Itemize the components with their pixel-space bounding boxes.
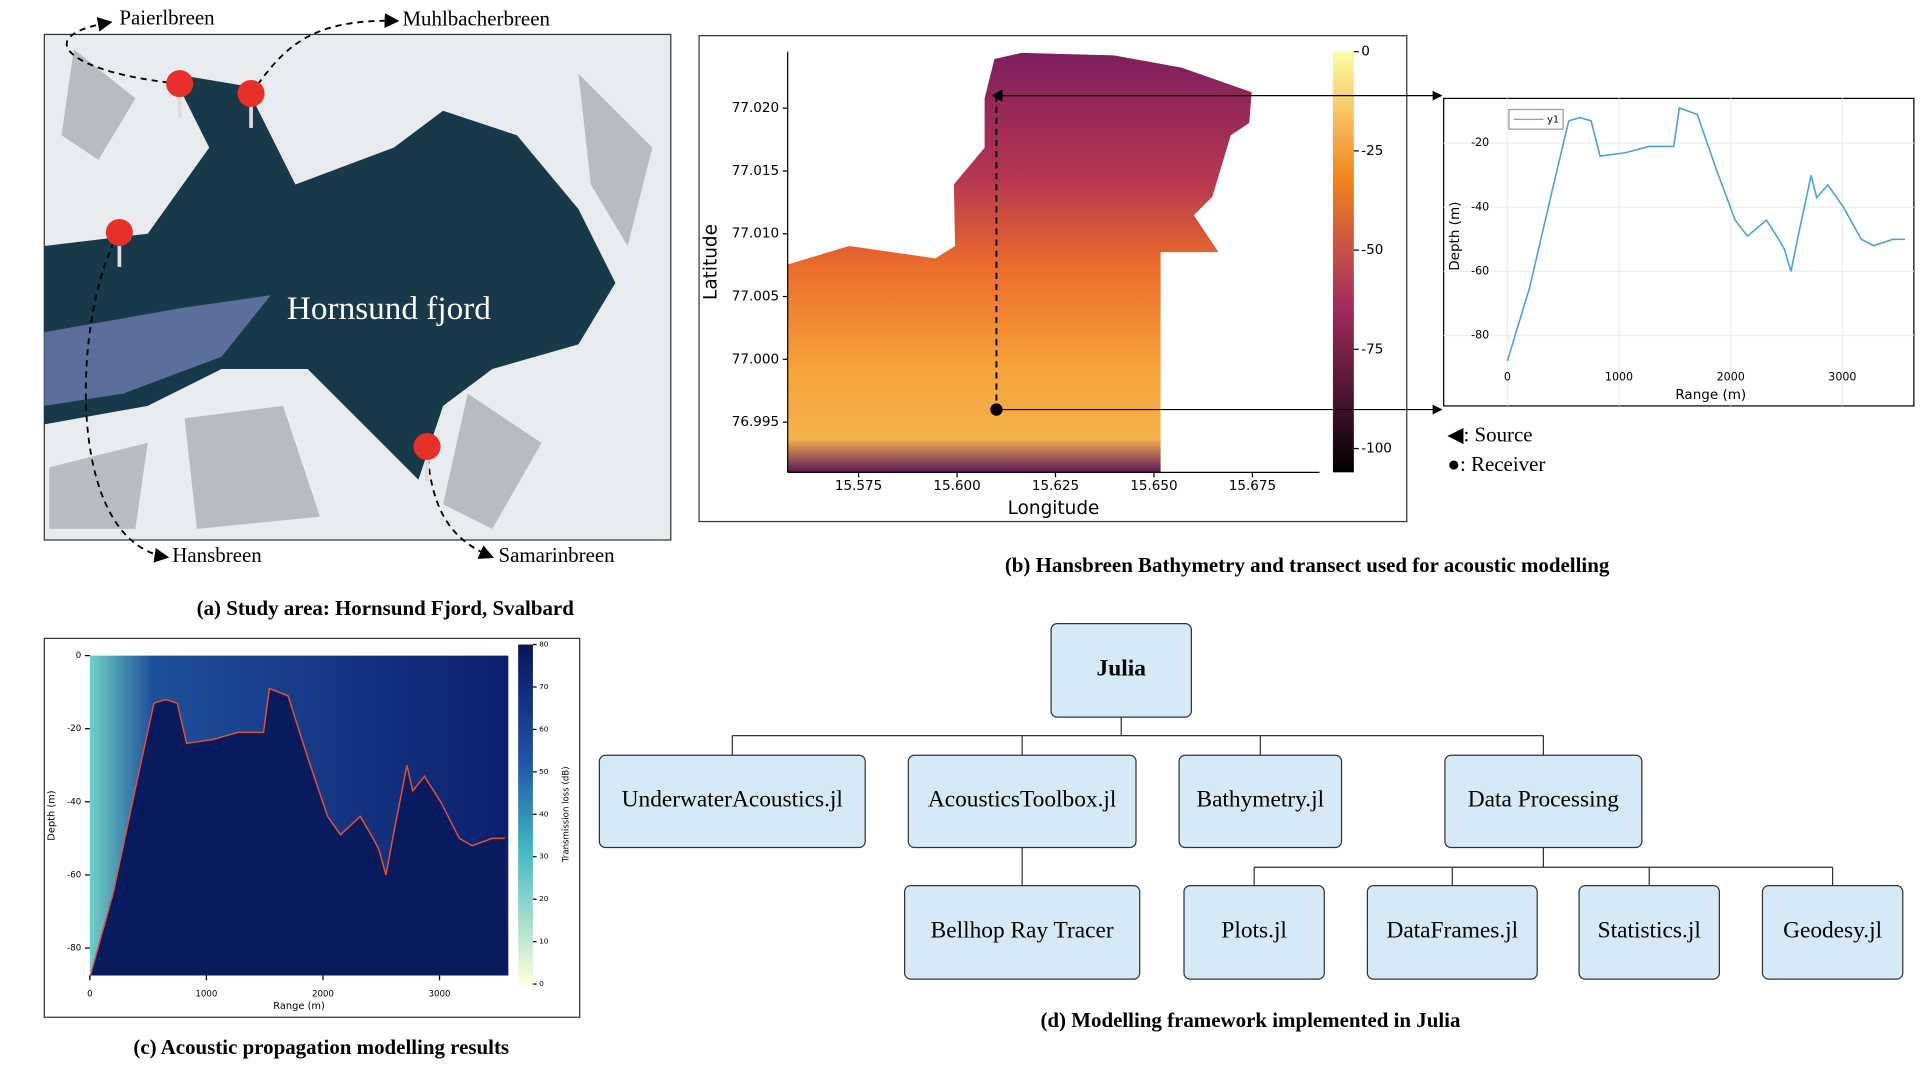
node-label: Geodesy.jl [1783, 918, 1883, 944]
colorbar-tick-label: -50 [1361, 242, 1383, 258]
y-tick-label: -80 [67, 944, 81, 954]
fjord-label: Hornsund fjord [287, 290, 491, 327]
x-tick-label: 1000 [195, 989, 217, 999]
y-tick-label: -60 [1471, 264, 1489, 277]
y-tick-label: -20 [67, 724, 81, 734]
colorbar-tick-label: 40 [539, 809, 549, 818]
node-label: AcousticsToolbox.jl [928, 787, 1117, 813]
leader-arrow [65, 17, 180, 85]
y-axis-label: Latitude [700, 224, 721, 300]
colorbar-tick-label: 10 [539, 937, 549, 946]
colorbar-tick-label: 0 [539, 979, 544, 988]
marker-legend: ●: Receiver [1447, 452, 1545, 476]
y-tick-label: -60 [67, 870, 81, 880]
framework-diagram: Julia UnderwaterAcoustics.jl AcousticsTool… [598, 623, 1904, 1032]
x-tick-label: 15.600 [933, 478, 980, 494]
node-box [1578, 885, 1720, 980]
node-label: DataFrames.jl [1386, 918, 1518, 944]
caption: (d) Modelling framework implemented in J… [1040, 1008, 1461, 1032]
glacier-label: Paierlbreen [119, 5, 215, 29]
node-label: Statistics.jl [1598, 918, 1702, 944]
y-tick-label: 77.010 [732, 226, 779, 242]
pin [237, 79, 265, 108]
glacier-label: Muhlbacherbreen [402, 7, 550, 31]
caption: (c) Acoustic propagation modelling resul… [133, 1035, 509, 1059]
x-axis-label: Range (m) [273, 1001, 325, 1012]
y-tick-label: 77.005 [732, 289, 779, 305]
node-box [1761, 885, 1904, 980]
y-tick-label: 77.015 [732, 163, 779, 179]
caption: (a) Study area: Hornsund Fjord, Svalbard [197, 596, 575, 620]
y-tick-label: 76.995 [732, 414, 779, 430]
seabed [89, 688, 509, 978]
pin [166, 70, 194, 98]
x-tick-label: 2000 [312, 989, 334, 999]
colorbar-tick-label: -75 [1361, 341, 1383, 357]
node-label: Bellhop Ray Tracer [931, 918, 1114, 944]
satellite-image [43, 33, 672, 541]
pin [413, 432, 441, 461]
y-tick-label: 0 [76, 651, 81, 661]
y-tick-label: 77.020 [732, 100, 779, 116]
line [1506, 106, 1905, 362]
node-label: Bathymetry.jl [1196, 787, 1324, 813]
plot-frame [1443, 97, 1915, 407]
leader-arrow [426, 446, 495, 559]
colorbar-tick-label: 50 [539, 767, 549, 776]
glacier-label: Hansbreen [172, 543, 262, 567]
node-box [904, 885, 1141, 980]
bathymetry-surface [787, 52, 1252, 473]
colorbar-tick-label: 60 [539, 724, 549, 733]
node-box [1366, 885, 1538, 980]
y-tick-label: 77.000 [732, 351, 779, 367]
colorbar-tick-label: -100 [1361, 441, 1392, 457]
caption: (b) Hansbreen Bathymetry and transect us… [1005, 553, 1610, 577]
node-box [1183, 885, 1325, 980]
colorbar-tick-label: -25 [1361, 143, 1383, 159]
bathymetry-overlay [89, 687, 505, 978]
colorbar-tick-label: 20 [539, 894, 549, 903]
pin [105, 218, 133, 247]
x-tick-label: 15.575 [835, 478, 882, 494]
x-tick-label: 0 [87, 989, 92, 999]
y-tick-label: -80 [1471, 328, 1489, 341]
x-tick-label: 3000 [1828, 371, 1856, 384]
pins [65, 13, 495, 563]
x-tick-label: 15.650 [1130, 478, 1177, 494]
node-box [598, 754, 866, 849]
x-axis-label: Longitude [1008, 498, 1100, 519]
node-box [1178, 754, 1343, 849]
colorbar-tick-label: 0 [1361, 44, 1370, 60]
colorbar-tick-label: 70 [539, 682, 549, 691]
colorbar-tick-label: 80 [539, 640, 549, 649]
leader-arrow [84, 232, 170, 563]
y-tick-label: -20 [1471, 136, 1489, 149]
colorbar-tick-label: 30 [539, 852, 549, 861]
panel-frame [43, 637, 581, 1018]
x-tick-label: 3000 [429, 989, 451, 999]
x-tick-label: 2000 [1717, 371, 1745, 384]
colorbar [1332, 51, 1354, 473]
x-tick-label: 0 [1504, 371, 1511, 384]
y-tick-label: -40 [1471, 200, 1489, 213]
node-label: Plots.jl [1221, 918, 1287, 944]
colorbar [518, 644, 533, 985]
panel-frame [698, 35, 1408, 523]
x-tick-label: 15.625 [1032, 478, 1079, 494]
glacier-label: Samarinbreen [498, 543, 615, 567]
y-tick-label: -40 [67, 797, 81, 807]
y-axis-label: Depth (m) [1447, 202, 1463, 271]
marker-legend: ◀: Source [1447, 422, 1532, 446]
x-axis-label: Range (m) [1675, 387, 1746, 403]
y-axis-label: Depth (m) [47, 790, 58, 840]
legend-label: y1 [1547, 114, 1559, 125]
node-label: UnderwaterAcoustics.jl [622, 787, 844, 813]
x-tick-label: 15.675 [1229, 478, 1276, 494]
node-label: Data Processing [1468, 787, 1620, 813]
colorbar-label: Transmission loss (dB) [562, 766, 572, 863]
node-label: Julia [1097, 656, 1147, 682]
x-tick-label: 1000 [1605, 371, 1633, 384]
